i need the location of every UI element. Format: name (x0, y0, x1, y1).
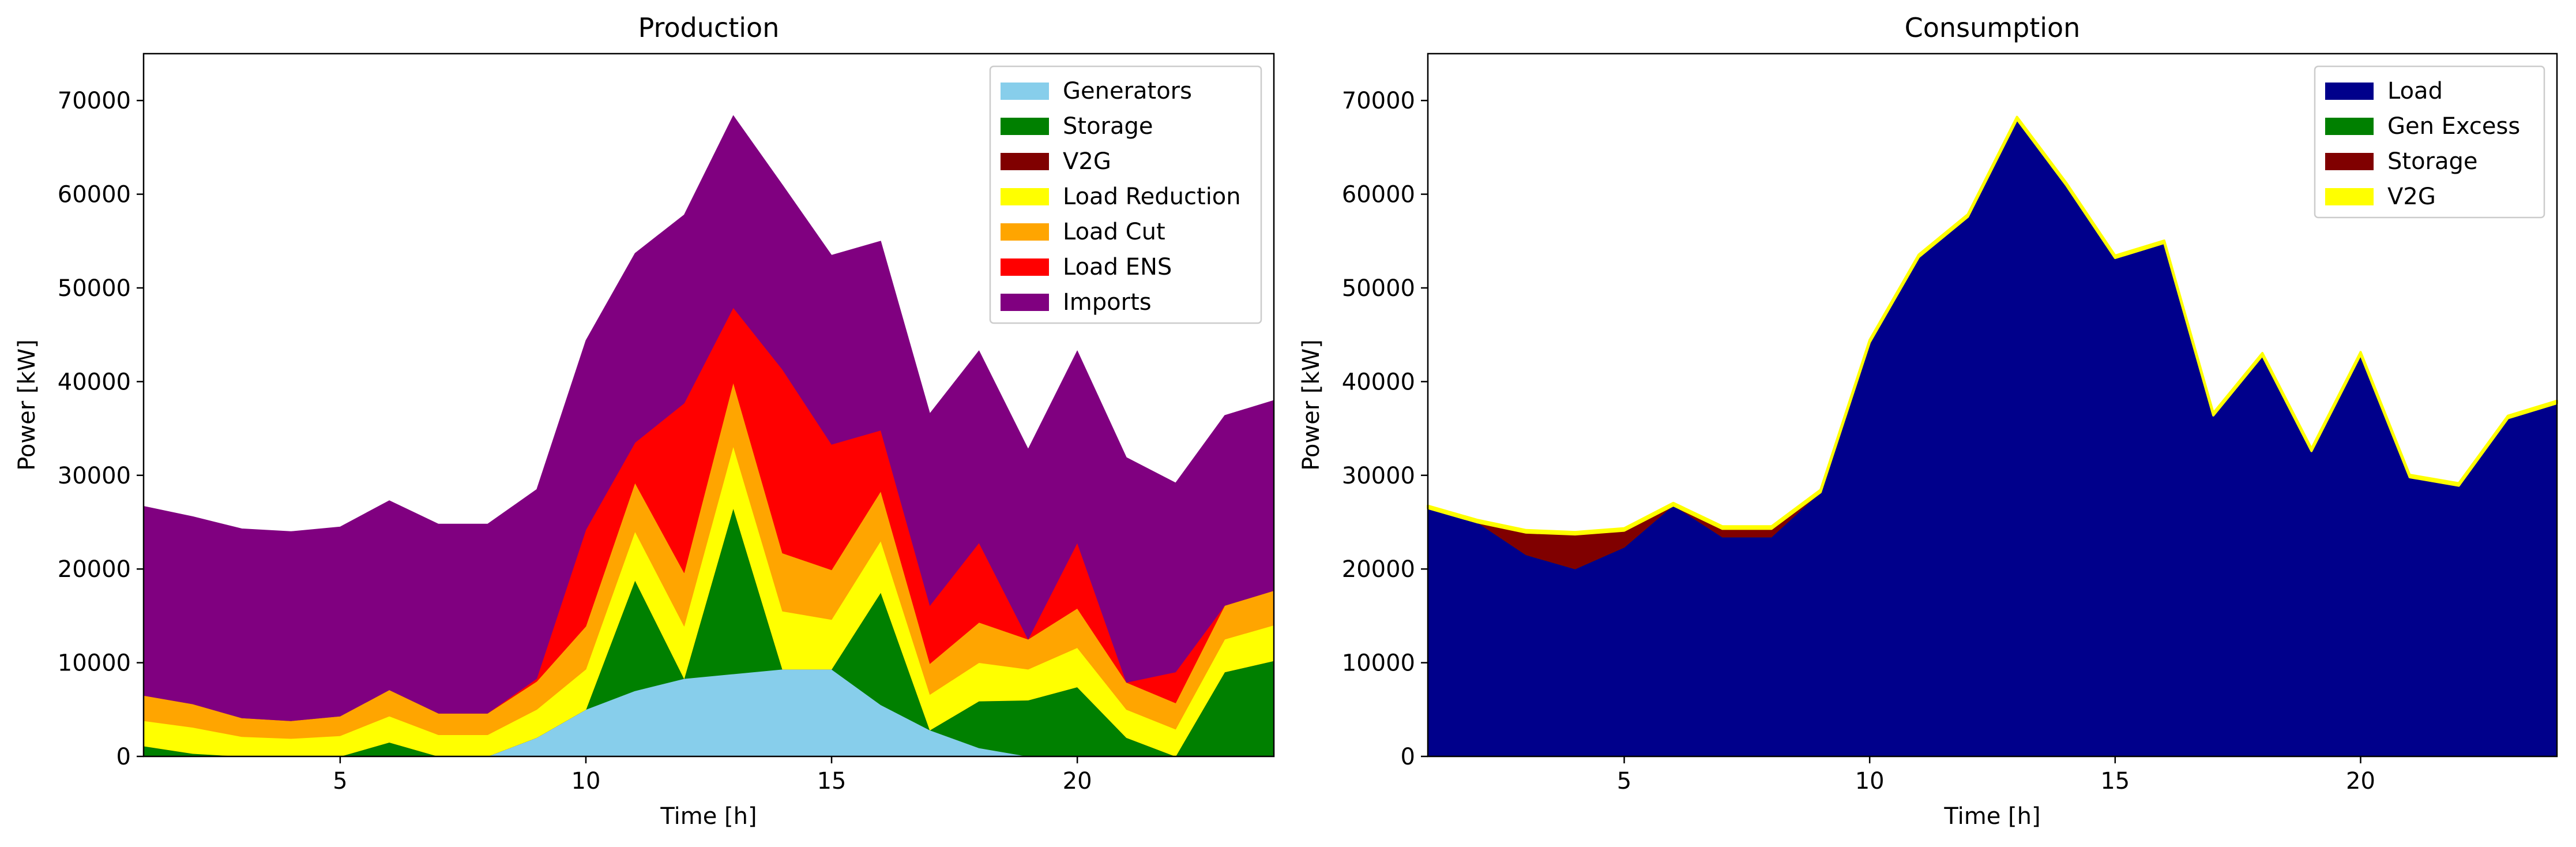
x-tick-label: 20 (2346, 768, 2375, 794)
legend-swatch (1001, 118, 1049, 135)
y-tick-label: 70000 (1342, 88, 1415, 114)
legend-swatch (1001, 294, 1049, 311)
legend-swatch (1001, 188, 1049, 205)
x-tick-label: 5 (333, 768, 347, 794)
legend-label: Imports (1063, 289, 1152, 316)
x-tick-label: 10 (571, 768, 601, 794)
x-axis-label: Time [h] (660, 803, 757, 830)
legend-label: V2G (1063, 148, 1111, 175)
chart-title: Consumption (1905, 12, 2081, 43)
y-axis-ticks: 0 10000 20000 30000 40000 50000 60000 70000 (58, 88, 144, 770)
legend-label: Storage (1063, 113, 1153, 140)
legend-box (2314, 65, 2545, 219)
legend: Generators Storage V2G Load Reduction Load C… (989, 65, 1262, 324)
x-tick-label: 15 (2100, 768, 2130, 794)
x-axis-ticks: 5 10 15 20 (333, 756, 1092, 794)
x-tick-label: 15 (817, 768, 847, 794)
legend-swatch (2325, 188, 2374, 205)
y-tick-label: 10000 (1342, 650, 1415, 677)
y-tick-label: 60000 (1342, 182, 1415, 208)
x-axis-ticks: 5 10 15 20 (1617, 756, 2375, 794)
y-tick-label: 50000 (1342, 275, 1415, 302)
y-axis-ticks: 0 10000 20000 30000 40000 50000 60000 70000 (1342, 88, 1428, 770)
chart-title: Production (638, 12, 780, 43)
y-tick-label: 70000 (58, 88, 131, 114)
x-tick-label: 10 (1855, 768, 1885, 794)
legend-box (989, 65, 1262, 324)
y-tick-label: 30000 (58, 463, 131, 489)
consumption-chart: Consumption 5 10 15 20 0 10000 20000 30000 4000… (1298, 12, 2558, 830)
legend: Load Gen Excess Storage V2G (2314, 65, 2545, 219)
y-tick-label: 60000 (58, 182, 131, 208)
legend-label: Generators (1063, 78, 1192, 104)
legend-label: Load Cut (1063, 219, 1165, 245)
legend-label: Gen Excess (2387, 113, 2520, 140)
y-tick-label: 40000 (58, 369, 131, 395)
legend-swatch (1001, 223, 1049, 241)
legend-label: Load Reduction (1063, 183, 1241, 210)
y-tick-label: 0 (116, 744, 131, 770)
y-tick-label: 10000 (58, 650, 131, 677)
y-tick-label: 40000 (1342, 369, 1415, 395)
legend-label: V2G (2387, 183, 2436, 210)
x-axis-label: Time [h] (1943, 803, 2040, 830)
legend-swatch (2325, 153, 2374, 170)
legend-swatch (1001, 258, 1049, 276)
y-tick-label: 20000 (1342, 556, 1415, 583)
y-tick-label: 0 (1401, 744, 1415, 770)
y-tick-label: 20000 (58, 556, 131, 583)
production-chart: Production 5 10 15 20 0 10000 20000 30000 40000… (14, 12, 1275, 830)
y-axis-label: Power [kW] (1298, 339, 1325, 471)
legend-swatch (2325, 118, 2374, 135)
plot-frame (142, 53, 1275, 758)
legend-swatch (2325, 83, 2374, 100)
y-tick-label: 30000 (1342, 463, 1415, 489)
series-areas (143, 115, 1274, 757)
x-tick-label: 5 (1617, 768, 1631, 794)
y-axis-label: Power [kW] (14, 339, 40, 471)
x-tick-label: 20 (1063, 768, 1092, 794)
legend-label: Load (2387, 78, 2443, 104)
legend-label: Storage (2387, 148, 2478, 175)
legend-label: Load ENS (1063, 254, 1172, 280)
plot-frame (1427, 53, 2558, 758)
y-tick-label: 50000 (58, 275, 131, 302)
legend-swatch (1001, 83, 1049, 100)
legend-swatch (1001, 153, 1049, 170)
